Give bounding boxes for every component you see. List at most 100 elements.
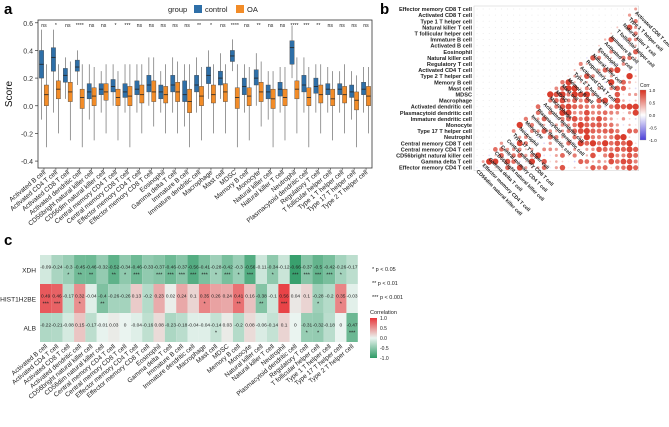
matrix-empty-cell bbox=[543, 75, 545, 77]
row-label: CD56bright natural killer cell bbox=[396, 153, 472, 159]
box-oa bbox=[44, 84, 49, 106]
matrix-empty-cell bbox=[476, 106, 478, 108]
matrix-empty-cell bbox=[525, 14, 527, 16]
correlation-circle bbox=[577, 128, 584, 134]
matrix-empty-cell bbox=[500, 100, 502, 102]
significance-label: ns bbox=[220, 23, 226, 29]
correlation-circle bbox=[614, 146, 621, 153]
correlation-circle bbox=[614, 66, 621, 74]
matrix-empty-cell bbox=[580, 39, 582, 41]
correlation-circle bbox=[579, 154, 582, 157]
matrix-empty-cell bbox=[513, 63, 515, 65]
correlation-circle bbox=[493, 147, 498, 152]
cell-value: -0.28 bbox=[210, 265, 221, 271]
correlation-circle bbox=[530, 153, 534, 158]
heatmap-cell bbox=[221, 255, 233, 284]
correlation-circle bbox=[604, 87, 607, 90]
cell-stars: ** bbox=[236, 302, 241, 308]
correlation-circle bbox=[608, 140, 614, 146]
cell-value: 0.15 bbox=[75, 323, 85, 329]
matrix-empty-cell bbox=[531, 20, 533, 22]
correlation-circle bbox=[596, 122, 602, 128]
correlation-circle bbox=[492, 158, 499, 165]
correlation-circle bbox=[542, 147, 547, 152]
correlation-circle bbox=[620, 79, 626, 85]
cell-value: -0.2 bbox=[234, 323, 243, 329]
correlation-circle bbox=[598, 81, 600, 84]
matrix-empty-cell bbox=[549, 26, 551, 28]
correlation-circle bbox=[633, 128, 639, 134]
matrix-empty-cell bbox=[580, 51, 582, 53]
heatmap-cell bbox=[301, 284, 313, 313]
correlation-circle bbox=[531, 136, 533, 139]
cell-value: -0.45 bbox=[74, 265, 85, 271]
correlation-circle bbox=[628, 80, 632, 84]
correlation-circle bbox=[622, 93, 625, 96]
matrix-empty-cell bbox=[494, 100, 496, 102]
correlation-circle bbox=[584, 159, 590, 164]
correlation-circle bbox=[620, 133, 627, 141]
correlation-circle bbox=[590, 104, 595, 109]
matrix-empty-cell bbox=[531, 57, 533, 59]
matrix-empty-cell bbox=[549, 20, 551, 22]
matrix-empty-cell bbox=[488, 32, 490, 34]
correlation-circle bbox=[555, 142, 558, 145]
correlation-circle bbox=[584, 97, 590, 104]
matrix-empty-cell bbox=[488, 81, 490, 83]
matrix-empty-cell bbox=[574, 51, 576, 53]
box-oa bbox=[222, 83, 228, 102]
correlation-circle bbox=[616, 38, 619, 41]
matrix-empty-cell bbox=[507, 14, 509, 16]
matrix-empty-cell bbox=[513, 8, 515, 10]
cell-value: -0.21 bbox=[52, 323, 63, 329]
correlation-circle bbox=[565, 103, 572, 110]
matrix-empty-cell bbox=[531, 69, 533, 71]
correlation-circle bbox=[626, 128, 633, 134]
matrix-empty-cell bbox=[537, 63, 539, 65]
significance-label: ns bbox=[41, 23, 47, 29]
matrix-empty-cell bbox=[482, 57, 484, 59]
matrix-empty-cell bbox=[513, 93, 515, 95]
correlation-circle bbox=[615, 165, 620, 170]
matrix-empty-cell bbox=[555, 81, 557, 83]
colorbar-title: Corr bbox=[640, 83, 650, 89]
cell-stars: *** bbox=[156, 273, 163, 279]
box-control bbox=[253, 69, 259, 86]
correlation-circle bbox=[566, 98, 571, 103]
matrix-empty-cell bbox=[476, 81, 478, 83]
correlation-circle bbox=[610, 32, 613, 35]
matrix-empty-cell bbox=[494, 75, 496, 77]
correlation-circle bbox=[609, 147, 614, 152]
matrix-empty-cell bbox=[555, 57, 557, 59]
correlation-circle bbox=[567, 154, 570, 157]
matrix-empty-cell bbox=[574, 39, 576, 41]
matrix-empty-cell bbox=[531, 63, 533, 65]
correlation-circle bbox=[578, 110, 583, 115]
matrix-empty-cell bbox=[537, 32, 539, 34]
heatmap-cell bbox=[40, 313, 52, 342]
matrix-empty-cell bbox=[531, 26, 533, 28]
correlation-circle bbox=[566, 123, 571, 127]
cell-value: -0.46 bbox=[131, 265, 142, 271]
heatmap-cell bbox=[74, 284, 86, 313]
correlation-circle bbox=[524, 166, 528, 170]
correlation-circle bbox=[536, 166, 540, 170]
colorbar-tick: 1.0 bbox=[380, 316, 387, 322]
correlation-circle bbox=[548, 141, 552, 145]
correlation-circle bbox=[567, 166, 570, 169]
matrix-empty-cell bbox=[555, 26, 557, 28]
matrix-empty-cell bbox=[543, 51, 545, 53]
correlation-circle bbox=[567, 75, 570, 78]
correlation-circle bbox=[530, 129, 534, 133]
matrix-empty-cell bbox=[610, 14, 612, 16]
matrix-empty-cell bbox=[531, 51, 533, 53]
correlation-circle bbox=[542, 123, 546, 127]
cell-stars: * bbox=[340, 302, 343, 308]
row-label: Activated B cell bbox=[430, 44, 472, 50]
correlation-circle bbox=[628, 123, 631, 127]
correlation-circle bbox=[597, 159, 601, 164]
correlation-circle bbox=[608, 79, 615, 86]
cell-value: 0.08 bbox=[245, 323, 255, 329]
correlation-circle bbox=[589, 140, 597, 147]
correlation-circle bbox=[559, 103, 566, 110]
